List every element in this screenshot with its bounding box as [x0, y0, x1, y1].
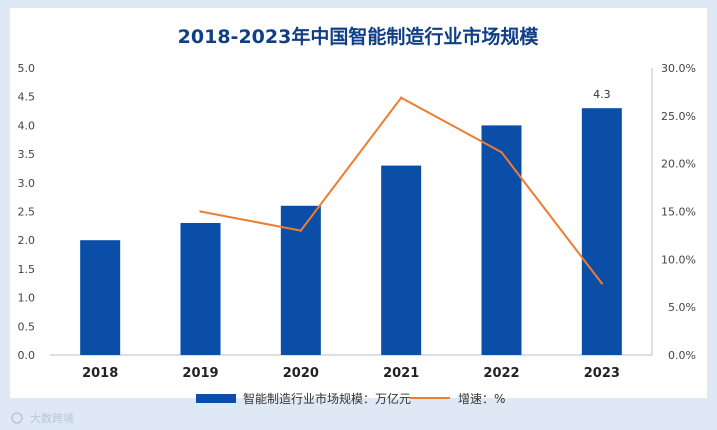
right-tick-label: 15.0% [661, 206, 696, 219]
axes-layer: 0.0 0.5 1.0 1.5 2.0 2.5 3.0 3.5 4.0 4.5 5.0 0.0% 5.0… [18, 62, 697, 381]
chart-title: 2018-2023年中国智能制造行业市场规模 [178, 25, 540, 48]
left-tick-label: 3.0 [18, 177, 36, 190]
labels-layer: 4.3 [593, 88, 611, 101]
line-point [600, 282, 604, 285]
bar [180, 222, 221, 355]
left-tick-label: 4.5 [18, 91, 36, 104]
x-tick-label: 2020 [283, 366, 319, 381]
line-point [399, 96, 403, 99]
right-tick-label: 0.0% [668, 349, 696, 362]
left-tick-label: 4.0 [18, 119, 36, 132]
line-point [199, 210, 202, 213]
line-layer [199, 96, 604, 285]
bar [381, 165, 422, 355]
right-tick-label: 25.0% [661, 110, 696, 123]
data-label: 4.3 [593, 88, 611, 101]
left-tick-label: 1.0 [18, 292, 36, 305]
watermark: 大数跨境 [11, 411, 74, 425]
right-tick-label: 20.0% [661, 158, 696, 171]
left-tick-label: 3.5 [18, 148, 36, 161]
bar [80, 240, 121, 355]
watermark-text: 大数跨境 [30, 411, 74, 425]
left-tick-label: 2.5 [18, 206, 36, 219]
x-tick-label: 2022 [483, 366, 519, 381]
left-tick-label: 0.0 [18, 349, 36, 362]
x-tick-label: 2023 [584, 366, 620, 381]
left-tick-label: 2.0 [18, 234, 36, 247]
legend-bar-label: 智能制造行业市场规模：万亿元 [243, 391, 411, 406]
right-tick-label: 30.0% [661, 62, 696, 75]
bar [581, 108, 622, 356]
x-tick-label: 2019 [182, 366, 218, 381]
legend-bar-swatch [196, 394, 236, 403]
x-tick-label: 2021 [383, 366, 419, 381]
bars-layer [80, 108, 622, 356]
right-tick-label: 10.0% [661, 253, 696, 266]
left-tick-label: 1.5 [18, 263, 36, 276]
legend: 智能制造行业市场规模：万亿元 增速：% [196, 391, 505, 406]
legend-line-label: 增速：% [458, 392, 505, 406]
x-tick-label: 2018 [82, 366, 118, 381]
right-tick-label: 5.0% [668, 301, 696, 314]
watermark-logo-icon [11, 412, 23, 424]
left-tick-label: 0.5 [18, 320, 36, 333]
left-tick-label: 5.0 [18, 62, 36, 75]
bar [481, 125, 522, 356]
line-point [299, 229, 303, 232]
line-point [500, 150, 503, 154]
